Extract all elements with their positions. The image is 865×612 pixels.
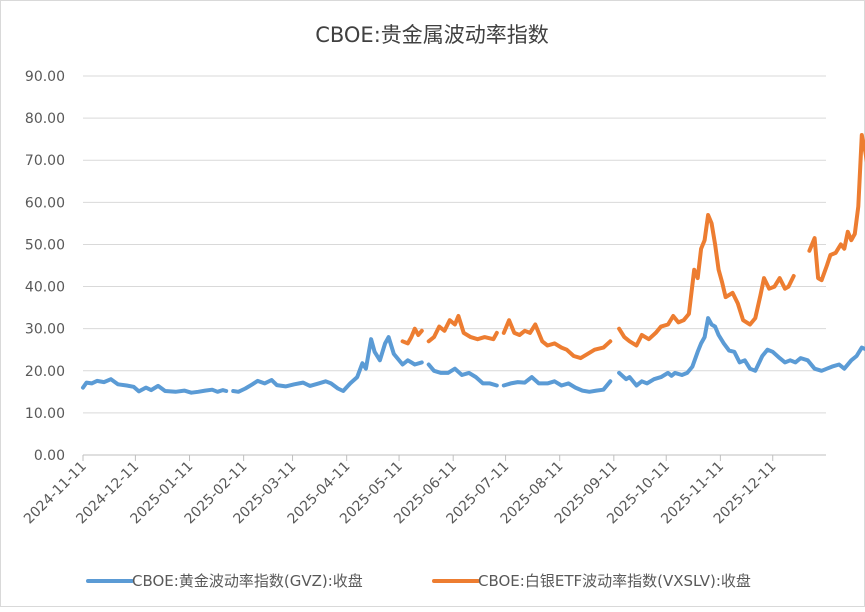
y-tick-label: 30.00 bbox=[25, 322, 65, 338]
y-axis: 0.00 10.00 20.00 30.00 40.00 50.00 60.00 70.00 8… bbox=[25, 69, 65, 464]
series-line-2 bbox=[617, 213, 796, 348]
y-tick-label: 90.00 bbox=[25, 69, 65, 85]
legend-label-1: CBOE:黄金波动率指数(GVZ):收盘 bbox=[132, 572, 363, 590]
y-tick-label: 0.00 bbox=[34, 448, 65, 464]
series-line-1 bbox=[501, 375, 613, 394]
series-line-2 bbox=[426, 314, 499, 344]
series-line-1 bbox=[231, 335, 424, 394]
chart-title: CBOE:贵金属波动率指数 bbox=[315, 23, 549, 47]
series-line-1 bbox=[426, 362, 499, 388]
series-line-2 bbox=[400, 326, 424, 346]
y-tick-label: 50.00 bbox=[25, 237, 65, 253]
y-tick-label: 40.00 bbox=[25, 280, 65, 296]
series-line-2 bbox=[501, 318, 613, 361]
series-lines bbox=[81, 133, 865, 395]
y-tick-label: 20.00 bbox=[25, 364, 65, 380]
series-line-1 bbox=[81, 377, 229, 395]
series-line-1 bbox=[617, 316, 865, 388]
y-tick-label: 80.00 bbox=[25, 111, 65, 127]
legend: CBOE:黄金波动率指数(GVZ):收盘 CBOE:白银ETF波动率指数(VXSL… bbox=[86, 572, 751, 590]
series-line-2 bbox=[807, 133, 865, 283]
y-tick-label: 70.00 bbox=[25, 153, 65, 169]
legend-label-2: CBOE:白银ETF波动率指数(VXSLV):收盘 bbox=[478, 572, 751, 590]
y-tick-label: 60.00 bbox=[25, 195, 65, 211]
y-tick-label: 10.00 bbox=[25, 406, 65, 422]
